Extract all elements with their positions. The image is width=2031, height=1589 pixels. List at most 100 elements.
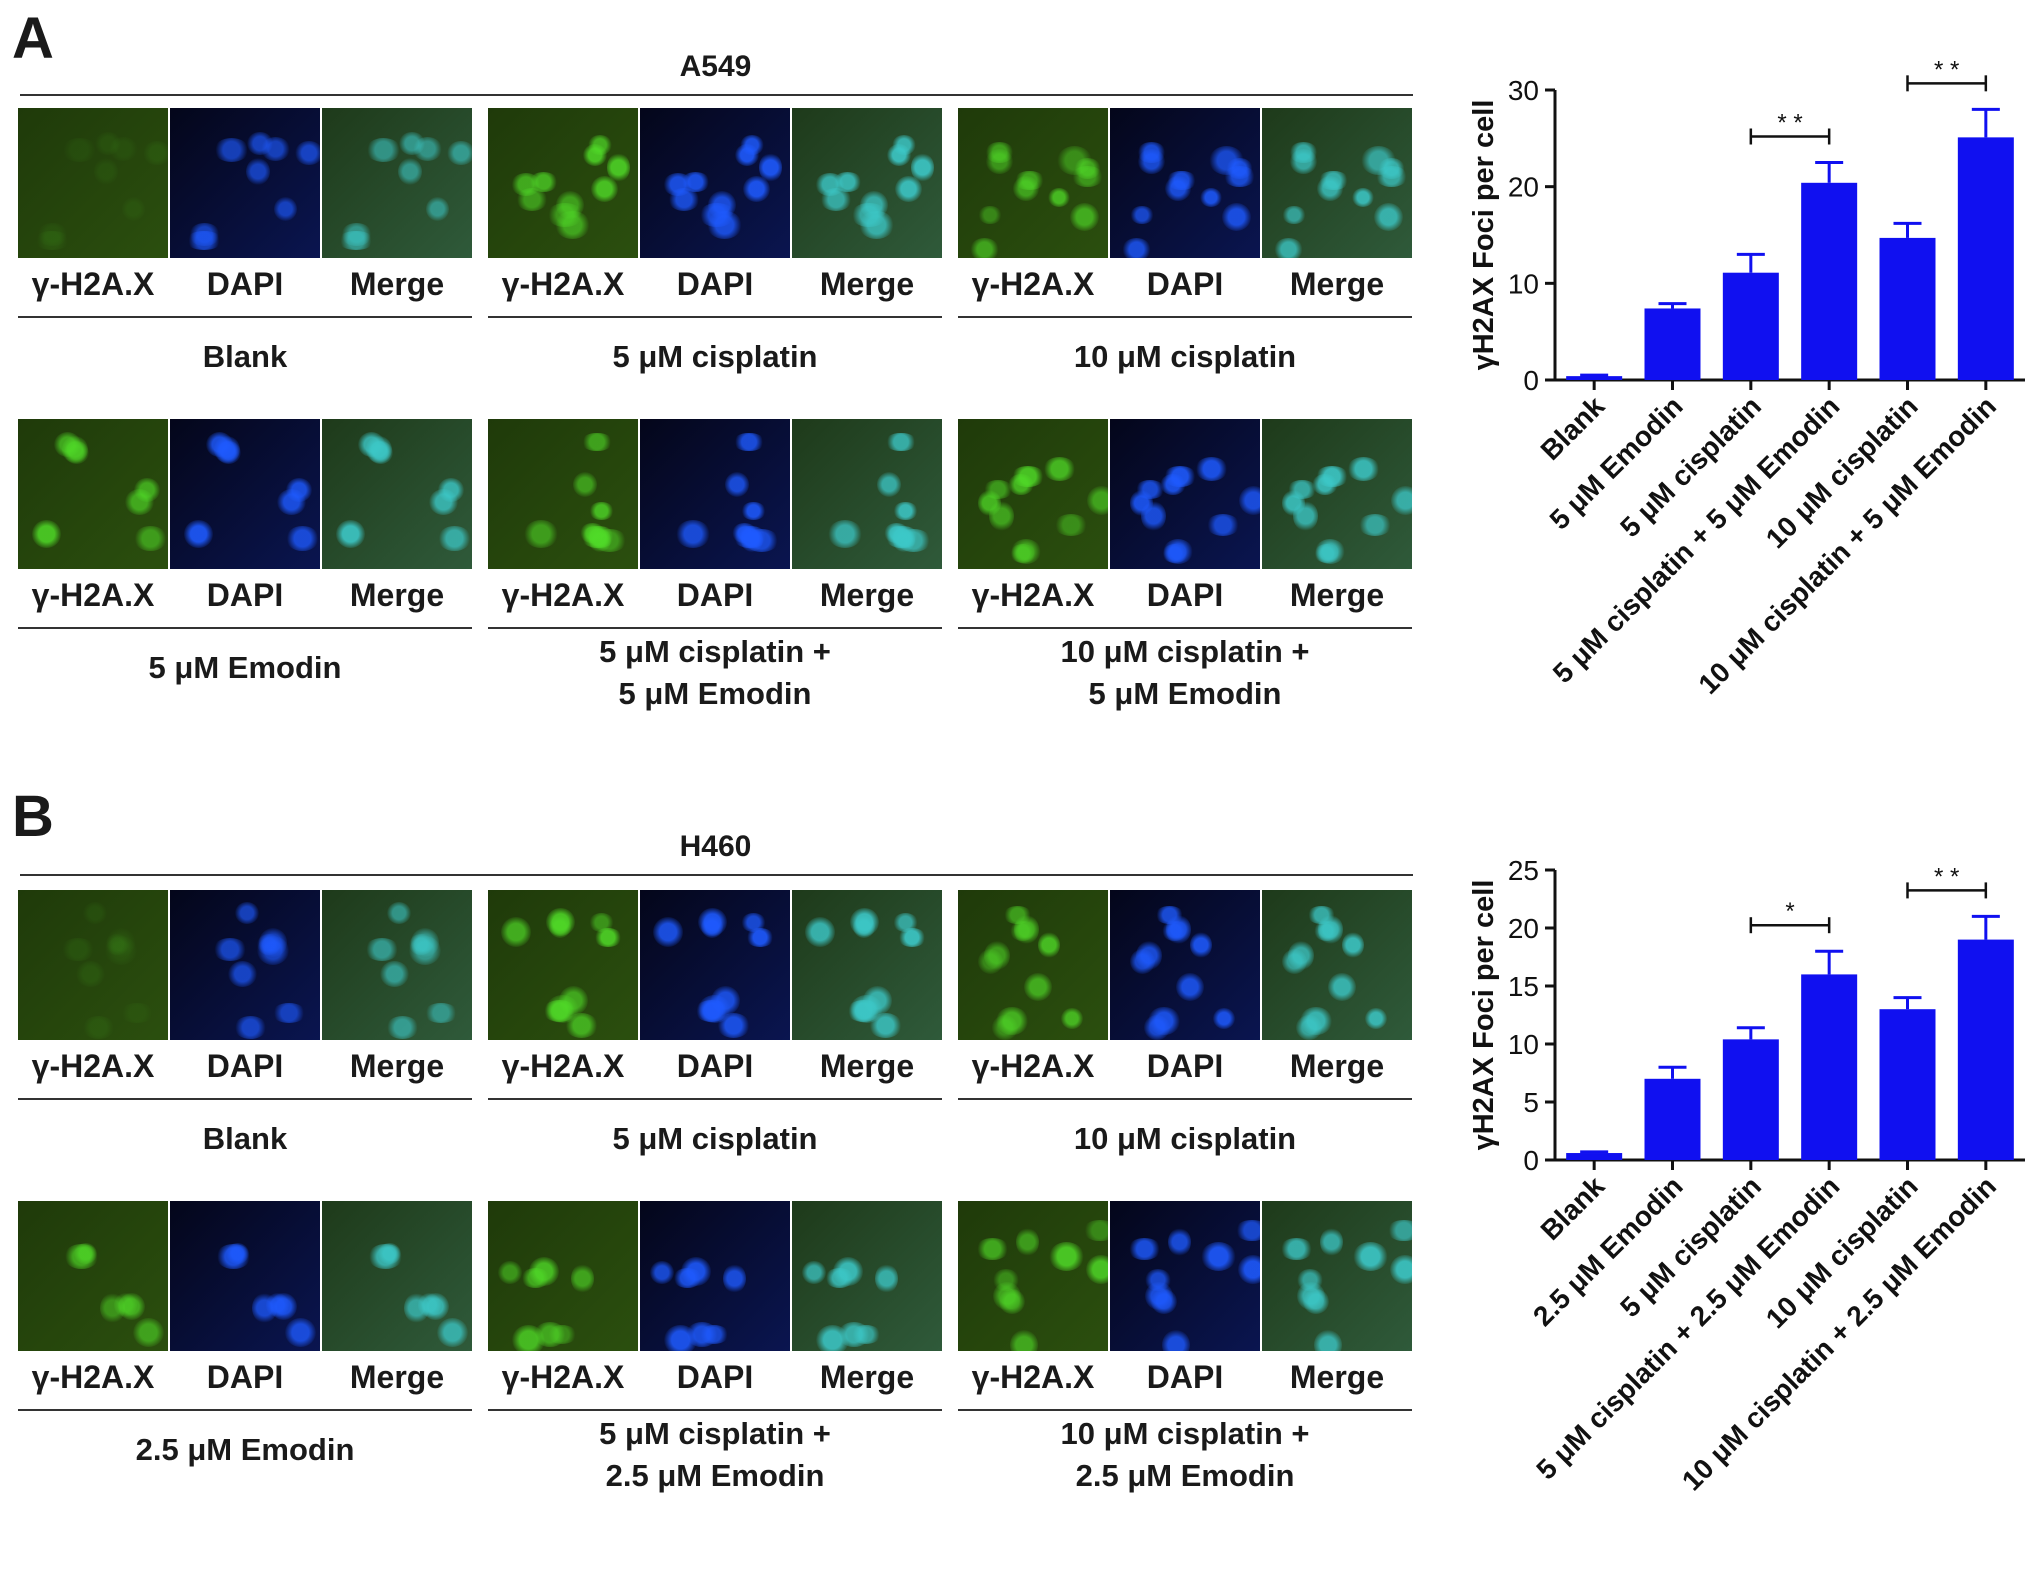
nucleus <box>589 501 615 520</box>
nucleus <box>999 1288 1026 1315</box>
nucleus <box>606 153 631 183</box>
nucleus <box>134 526 167 551</box>
bar <box>1801 182 1858 380</box>
nucleus <box>1200 187 1223 207</box>
micrograph-merge <box>1262 1201 1412 1351</box>
nucleus <box>227 960 257 987</box>
nucleus <box>1292 500 1318 531</box>
channel-label-dapi: DAPI <box>676 1048 754 1084</box>
channel-label-merge: Merge <box>349 1359 445 1395</box>
micrograph-gamma-h2ax <box>18 108 168 258</box>
micrograph-merge <box>792 1201 942 1351</box>
significance-label: * * <box>1934 60 1959 83</box>
nucleus <box>802 1260 826 1284</box>
nucleus <box>851 1325 881 1345</box>
nucleus <box>592 529 627 552</box>
nucleus <box>546 908 576 937</box>
nucleus <box>1012 176 1040 202</box>
nucleus <box>358 431 386 457</box>
nucleus <box>54 431 82 457</box>
nucleus <box>1235 1219 1260 1242</box>
nucleus <box>1200 1242 1236 1271</box>
nucleus <box>1212 1007 1236 1030</box>
bar <box>1566 376 1623 380</box>
nucleus <box>1373 202 1404 232</box>
nucleus <box>832 1256 864 1286</box>
micrograph-gamma-h2ax <box>488 419 638 569</box>
y-tick-label: 0 <box>1523 1145 1539 1176</box>
nucleus <box>547 1325 577 1345</box>
nucleus <box>723 1263 746 1294</box>
nucleus <box>1164 176 1192 202</box>
condition-label-line: 10 μM cisplatin + <box>1060 634 1310 669</box>
nucleus <box>724 472 750 498</box>
nucleus <box>75 960 105 987</box>
nucleus <box>591 175 619 203</box>
nucleus <box>816 1325 850 1351</box>
nucleus <box>1137 141 1166 163</box>
nucleus <box>1189 932 1212 958</box>
group-rule <box>18 1098 472 1100</box>
micrograph-merge <box>322 890 472 1040</box>
micrograph-merge <box>792 108 942 258</box>
nucleus <box>1071 165 1105 187</box>
nucleus <box>206 431 234 457</box>
nucleus <box>1238 1254 1260 1285</box>
condition-label-line: 5 μM Emodin <box>1088 675 1282 711</box>
nucleus <box>745 927 774 948</box>
condition-label: 5 μM cisplatin + 5 μM Emodin <box>488 631 942 715</box>
nucleus <box>885 432 917 452</box>
x-tick-label: 5 μM cisplatin + 5 μM Emodin <box>1547 390 1846 689</box>
x-tick-label: Blank <box>1535 1170 1611 1246</box>
condition-label-line: 10 μM cisplatin <box>1073 1121 1297 1156</box>
cell-line-rule-a <box>20 94 1413 96</box>
nucleus <box>365 138 402 162</box>
nucleus <box>83 901 108 924</box>
channel-label-merge: Merge <box>349 266 445 302</box>
nucleus <box>286 526 319 551</box>
nucleus <box>896 529 931 552</box>
nucleus <box>910 153 935 183</box>
micrograph-gamma-h2ax <box>958 419 1108 569</box>
nucleus <box>1316 176 1344 202</box>
nucleus <box>1391 485 1412 515</box>
nucleus <box>1176 972 1205 1002</box>
micrograph-dapi <box>1110 1201 1260 1351</box>
nucleus <box>985 141 1014 163</box>
nucleus <box>581 432 613 452</box>
channel-label-dapi: DAPI <box>1146 266 1224 302</box>
nucleus <box>699 1325 729 1345</box>
group-rule <box>958 316 1412 318</box>
nucleus <box>662 172 693 196</box>
condition-label: 2.5 μM Emodin <box>18 1429 472 1471</box>
nucleus <box>695 1000 728 1023</box>
micrograph-dapi <box>640 108 790 258</box>
channel-label-dapi: DAPI <box>206 1359 284 1395</box>
micrograph-gamma-h2ax <box>958 1201 1108 1351</box>
channel-label-gamma-h2ax: γ-H2A.X <box>31 1048 155 1084</box>
nucleus <box>257 936 290 965</box>
channel-label-merge: Merge <box>349 1048 445 1084</box>
nucleus <box>977 205 1002 224</box>
group-rule <box>958 1098 1412 1100</box>
nucleus <box>105 936 138 965</box>
nucleus <box>269 1292 298 1321</box>
group-rule <box>488 316 942 318</box>
channel-label-dapi: DAPI <box>1146 1048 1224 1084</box>
y-tick-label: 10 <box>1508 268 1539 299</box>
nucleus <box>528 1256 560 1286</box>
nucleus <box>379 960 409 987</box>
significance-label: * * <box>1777 110 1802 137</box>
condition-label: 10 μM cisplatin + 5 μM Emodin <box>958 631 1412 715</box>
nucleus <box>119 1003 154 1023</box>
nucleus <box>804 916 835 947</box>
group-rule <box>18 316 472 318</box>
nucleus <box>387 901 412 924</box>
group-rule <box>18 627 472 629</box>
channel-label-merge: Merge <box>819 266 915 302</box>
bar <box>1722 272 1779 380</box>
nucleus <box>744 529 779 552</box>
nucleus <box>37 223 68 247</box>
condition-label-line: 5 μM cisplatin + <box>599 634 831 669</box>
micrograph-dapi <box>1110 419 1260 569</box>
